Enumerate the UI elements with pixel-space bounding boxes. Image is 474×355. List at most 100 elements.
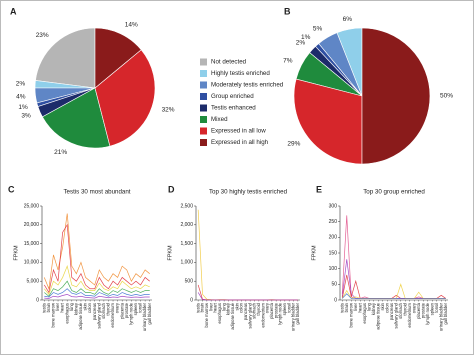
legend-label: Not detected (211, 59, 247, 66)
series-line (43, 213, 150, 291)
slice-label: 14% (125, 21, 138, 28)
x-tick-label: tonsil (286, 303, 291, 313)
legend-label: Testis enhanced (211, 105, 256, 112)
series-line (197, 292, 298, 301)
x-tick-label: placenta (269, 302, 274, 319)
x-tick-label: thyroid (402, 302, 407, 315)
y-axis-label: FPKM (311, 245, 317, 261)
x-tick-label: ovary (411, 302, 416, 313)
y-tick-label: 2,000 (180, 222, 193, 228)
legend-label: Highly testis enriched (211, 70, 270, 77)
x-tick-label: urinary bladder (142, 302, 147, 331)
series-line (44, 293, 150, 299)
x-tick-label: gall bladder (295, 302, 300, 324)
x-tick-label: tonsil (138, 303, 143, 313)
y-tick-label: 10,000 (24, 260, 40, 266)
x-tick-label: prostate (420, 302, 425, 318)
x-tick-label: testis (41, 303, 46, 313)
x-tick-label: stomach (101, 302, 106, 318)
y-tick-label: 1,500 (180, 241, 193, 247)
x-tick-label: skin (83, 302, 88, 310)
y-tick-label: 15,000 (24, 241, 40, 247)
y-axis-label: FPKM (167, 245, 173, 261)
slice-label: 3% (21, 113, 31, 120)
y-tick-label: 0 (190, 297, 193, 303)
slice-label: 5% (313, 26, 323, 33)
x-tick-label: adipose tissue (230, 302, 235, 329)
x-tick-label: prostate (124, 302, 129, 318)
x-tick-label: endometrium (407, 303, 412, 328)
x-tick-label: testis (195, 303, 200, 313)
y-tick-label: 5,000 (26, 279, 39, 285)
x-tick-label: urinary bladder (438, 302, 443, 331)
x-tick-label: salivary gland (247, 302, 252, 328)
x-tick-label: spleen (429, 302, 434, 315)
slice-label: 1% (301, 34, 311, 41)
y-tick-label: 500 (185, 279, 194, 285)
legend-label: Expressed in all high (211, 139, 269, 146)
x-tick-label: prostate (273, 302, 278, 318)
x-tick-label: esophagus (362, 303, 367, 324)
legend-swatch (200, 104, 207, 112)
x-tick-label: stomach (252, 302, 257, 318)
x-tick-label: lymph node (128, 302, 133, 324)
legend-label: Mixed (211, 116, 228, 123)
legend-swatch (200, 116, 207, 123)
pie-slice (35, 27, 96, 89)
x-tick-label: spleen (133, 302, 138, 315)
panel-letter: B (284, 6, 291, 16)
x-tick-label: brain (200, 302, 205, 312)
y-axis-label: FPKM (13, 245, 19, 261)
y-tick-label: 50 (331, 282, 337, 288)
y-tick-label: 20,000 (24, 222, 40, 228)
slice-label: 32% (162, 106, 175, 113)
slice-label: 50% (440, 93, 453, 100)
panel-letter: E (316, 184, 322, 194)
chart-title: Testis 30 most abundant (63, 189, 130, 196)
x-tick-label: stomach (398, 302, 403, 318)
x-tick-label: lung (221, 302, 226, 311)
legend-label: Group enriched (211, 93, 254, 100)
panel-letter: A (10, 6, 17, 16)
x-tick-label: bone marrow (348, 302, 353, 327)
x-tick-label: salivary gland (96, 302, 101, 328)
slice-label: 2% (296, 39, 306, 46)
x-tick-label: kidney (226, 302, 231, 315)
x-tick-label: lung (366, 302, 371, 311)
y-tick-label: 250 (329, 219, 338, 225)
series-line (341, 293, 446, 299)
y-tick-label: 1,000 (180, 260, 193, 266)
y-tick-label: 200 (329, 235, 338, 241)
x-tick-label: esophagus (64, 303, 69, 324)
y-tick-label: 2,500 (180, 203, 193, 209)
x-tick-label: colon (239, 302, 244, 313)
slice-label: 21% (54, 149, 67, 156)
x-tick-label: lymph node (278, 302, 283, 324)
x-tick-label: kidney (73, 302, 78, 315)
pie-slice (94, 27, 142, 89)
y-tick-label: 0 (334, 297, 337, 303)
x-tick-label: brain (344, 302, 349, 312)
x-tick-label: esophagus (217, 303, 222, 324)
x-tick-label: colon (87, 302, 92, 313)
legend-swatch (200, 81, 207, 89)
x-tick-label: heart (60, 302, 65, 312)
x-tick-label: thyroid (106, 302, 111, 315)
series-line (44, 265, 150, 296)
x-tick-label: spleen (282, 302, 287, 315)
y-tick-label: 150 (329, 250, 338, 256)
pie-slice (42, 87, 111, 149)
x-tick-label: gall bladder (147, 302, 152, 324)
x-tick-label: endometrium (260, 303, 265, 328)
legend-label: Moderately testis enriched (211, 82, 284, 89)
y-tick-label: 0 (36, 297, 39, 303)
x-tick-label: pancreas (92, 303, 97, 320)
x-tick-label: urinary bladder (291, 302, 296, 331)
legend-label: Expressed in all low (211, 128, 266, 135)
x-tick-label: adipose tissue (375, 302, 380, 329)
x-tick-label: kidney (371, 302, 376, 315)
x-tick-label: placenta (119, 302, 124, 319)
chart-title: Top 30 group enriched (363, 189, 425, 196)
x-tick-label: liver (208, 302, 213, 310)
y-tick-label: 100 (329, 266, 338, 272)
